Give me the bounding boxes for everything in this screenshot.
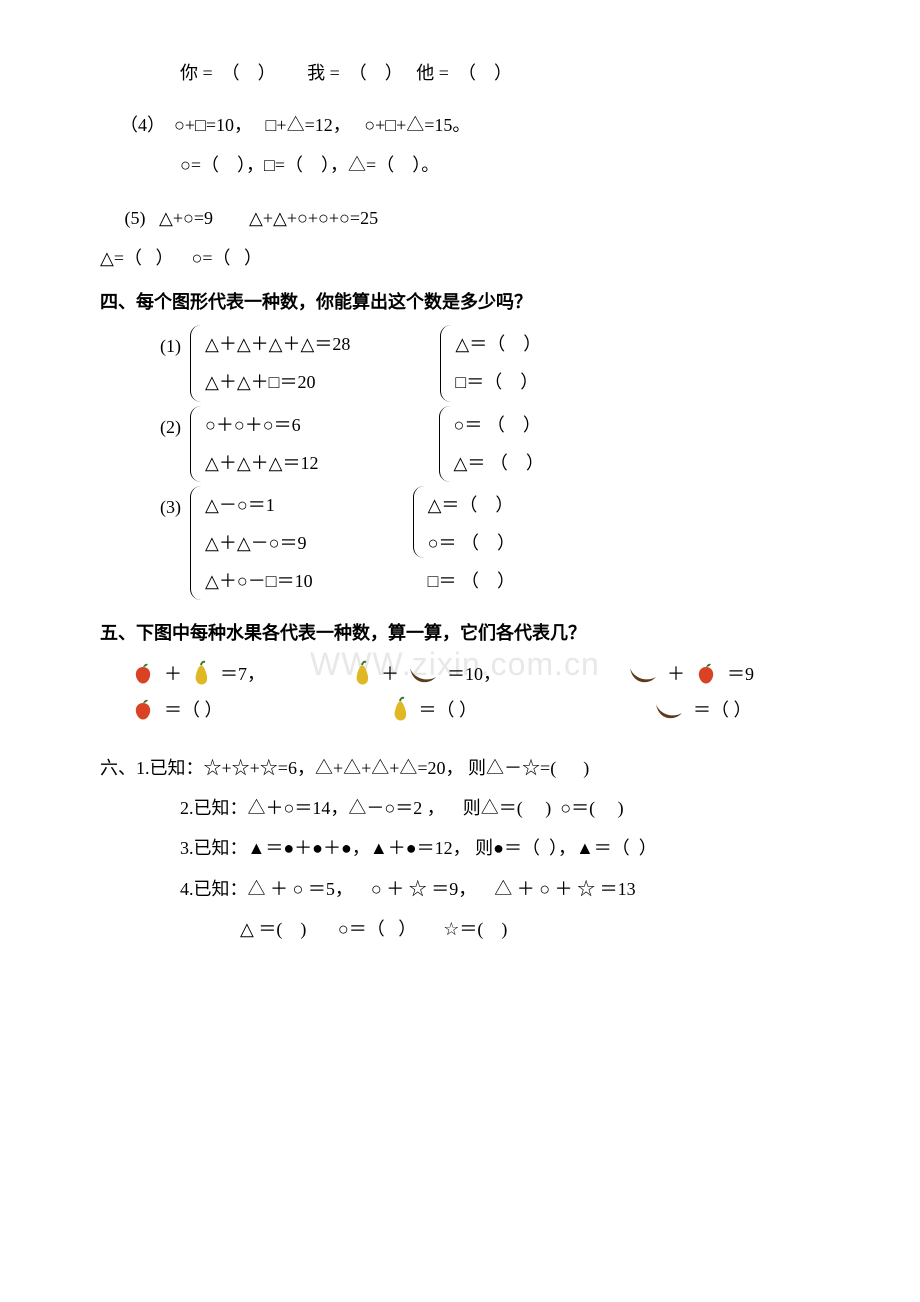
sec6-line1: 六、1.已知：☆+☆+☆=6，△+△+△+△=20， 则△－☆=( ) (70, 751, 850, 785)
group-num-1: (1) (160, 325, 190, 401)
brace-icon (440, 325, 451, 401)
g1-right-1: △＝（ ） (455, 325, 541, 363)
g3-right-1: △＝（ ） (428, 486, 515, 524)
eq-group-1: (1) △＋△＋△＋△＝28 △＋△＋□＝20 △＝（ ） □＝（ ） (160, 325, 850, 401)
brace-icon (190, 406, 201, 482)
section-5-title: 五、下图中每种水果各代表一种数，算一算，它们各代表几？ (70, 616, 850, 650)
g1-left-2: △＋△＋□＝20 (205, 363, 350, 401)
g1-left-1: △＋△＋△＋△＝28 (205, 325, 350, 363)
q4-equation: （4） ○+□=10， □+△=12， ○+□+△=15。 (70, 108, 850, 142)
g3-right-2: ○＝ （ ） (428, 524, 515, 562)
g3-left-3: △＋○－□＝10 (205, 562, 313, 600)
sec6-line3: 3.已知：▲＝●＋●＋●，▲＋●＝12， 则●＝（ ），▲＝（ ） (70, 831, 850, 865)
ans1: ＝（ ） (164, 693, 223, 727)
brace-icon (413, 486, 424, 558)
pear-icon (190, 660, 212, 688)
eq1: ＝7， (220, 657, 265, 691)
q5-answers: △=（ ） ○=（ ） (70, 241, 850, 275)
fruit-equations-row: ＋ ＝7， ＋ ＝10， ＋ ＝9 (130, 657, 850, 691)
peach-icon (130, 661, 156, 687)
banana-icon (407, 663, 439, 685)
section-4-title: 四、每个图形代表一种数，你能算出这个数是多少吗？ (70, 285, 850, 319)
top-blanks: 你 = （ ） 我 = （ ） 他 = （ ） (70, 56, 850, 90)
eq-group-2: (2) ○＋○＋○＝6 △＋△＋△＝12 ○＝ （ ） △＝ （ ） (160, 406, 850, 482)
ans2: ＝（ ） (419, 693, 478, 727)
g3-left-2: △＋△－○＝9 (205, 524, 313, 562)
g2-left-1: ○＋○＋○＝6 (205, 406, 319, 444)
plus: ＋ (164, 657, 182, 691)
plus: ＋ (667, 657, 685, 691)
pear-icon (351, 660, 373, 688)
q4-answers: ○=（ ），□=（ ），△=（ ）。 (70, 148, 850, 182)
banana-icon (627, 663, 659, 685)
peach-icon (693, 661, 719, 687)
plus: ＋ (381, 657, 399, 691)
eq2: ＝10， (447, 657, 501, 691)
sec6-line2: 2.已知：△＋○＝14，△－○＝2 ， 则△＝( ) ○＝( ) (70, 791, 850, 825)
eq3: ＝9 (727, 657, 754, 691)
g3-left-1: △－○＝1 (205, 486, 313, 524)
g2-right-2: △＝ （ ） (454, 444, 544, 482)
brace-icon (190, 486, 201, 601)
group-num-3: (3) (160, 486, 190, 601)
g2-right-1: ○＝ （ ） (454, 406, 544, 444)
sec6-line5: △ ＝( ) ○＝（ ） ☆＝( ) (70, 912, 850, 946)
brace-icon (439, 406, 450, 482)
ans3: ＝（ ） (693, 693, 752, 727)
q5-equation: (5) △+○=9 △+△+○+○+○=25 (70, 201, 850, 235)
banana-icon (653, 699, 685, 721)
g2-left-2: △＋△＋△＝12 (205, 444, 319, 482)
pear-icon (389, 696, 411, 724)
brace-icon (190, 325, 201, 401)
group-num-2: (2) (160, 406, 190, 482)
g1-right-2: □＝（ ） (455, 363, 541, 401)
g3-right-3: □＝ （ ） (428, 562, 515, 600)
sec6-line4: 4.已知：△ ＋ ○ ＝5， ○ ＋ ☆ ＝9， △ ＋ ○ ＋ ☆ ＝13 (70, 872, 850, 906)
fruit-answers-row: ＝（ ） ＝（ ） ＝（ ） (130, 693, 850, 727)
peach-icon (130, 697, 156, 723)
eq-group-3: (3) △－○＝1 △＋△－○＝9 △＋○－□＝10 △＝（ ） ○＝ （ ） … (160, 486, 850, 601)
